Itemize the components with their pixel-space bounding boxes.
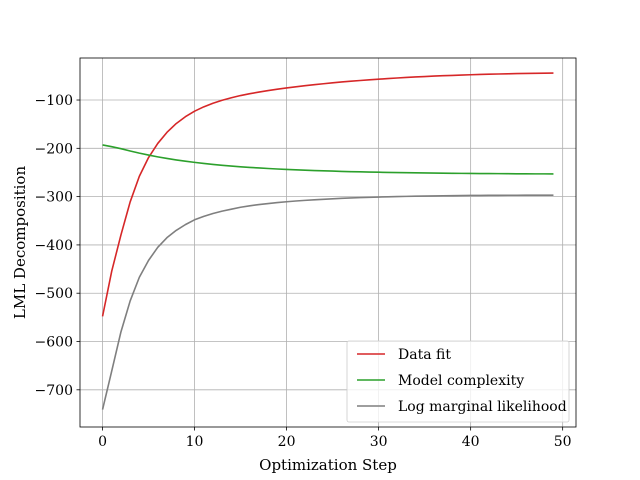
legend-label: Data fit bbox=[398, 347, 451, 363]
y-tick-label: −700 bbox=[35, 383, 73, 399]
x-tick-label: 20 bbox=[278, 434, 296, 450]
y-tick-label: −500 bbox=[35, 286, 73, 302]
x-tick-label: 0 bbox=[98, 434, 107, 450]
axis-ticks: 0 10 20 30 40 50 −700 −600 −500 −400 −300 −200 −100 bbox=[35, 93, 572, 450]
x-tick-label: 30 bbox=[370, 434, 388, 450]
x-tick-label: 40 bbox=[462, 434, 480, 450]
legend: Data fit Model complexity Log marginal lik… bbox=[346, 340, 570, 423]
grid-lines bbox=[80, 58, 576, 427]
y-axis-label: LML Decomposition bbox=[11, 166, 29, 320]
legend-box bbox=[346, 340, 570, 423]
series-lines bbox=[101, 72, 554, 410]
legend-label: Model complexity bbox=[398, 373, 524, 389]
x-tick-label: 50 bbox=[554, 434, 572, 450]
y-tick-label: −100 bbox=[35, 93, 73, 109]
series-line-2 bbox=[101, 194, 554, 410]
legend-label: Log marginal likelihood bbox=[398, 399, 567, 415]
series-line-1 bbox=[102, 144, 554, 175]
y-tick-label: −600 bbox=[35, 335, 73, 351]
plot-frame bbox=[79, 57, 577, 428]
x-tick-label: 10 bbox=[186, 434, 204, 450]
x-axis-label: Optimization Step bbox=[259, 456, 397, 474]
y-tick-label: −200 bbox=[35, 141, 73, 157]
y-tick-label: −300 bbox=[35, 190, 73, 206]
series-line-0 bbox=[101, 72, 554, 317]
y-tick-label: −400 bbox=[35, 238, 73, 254]
